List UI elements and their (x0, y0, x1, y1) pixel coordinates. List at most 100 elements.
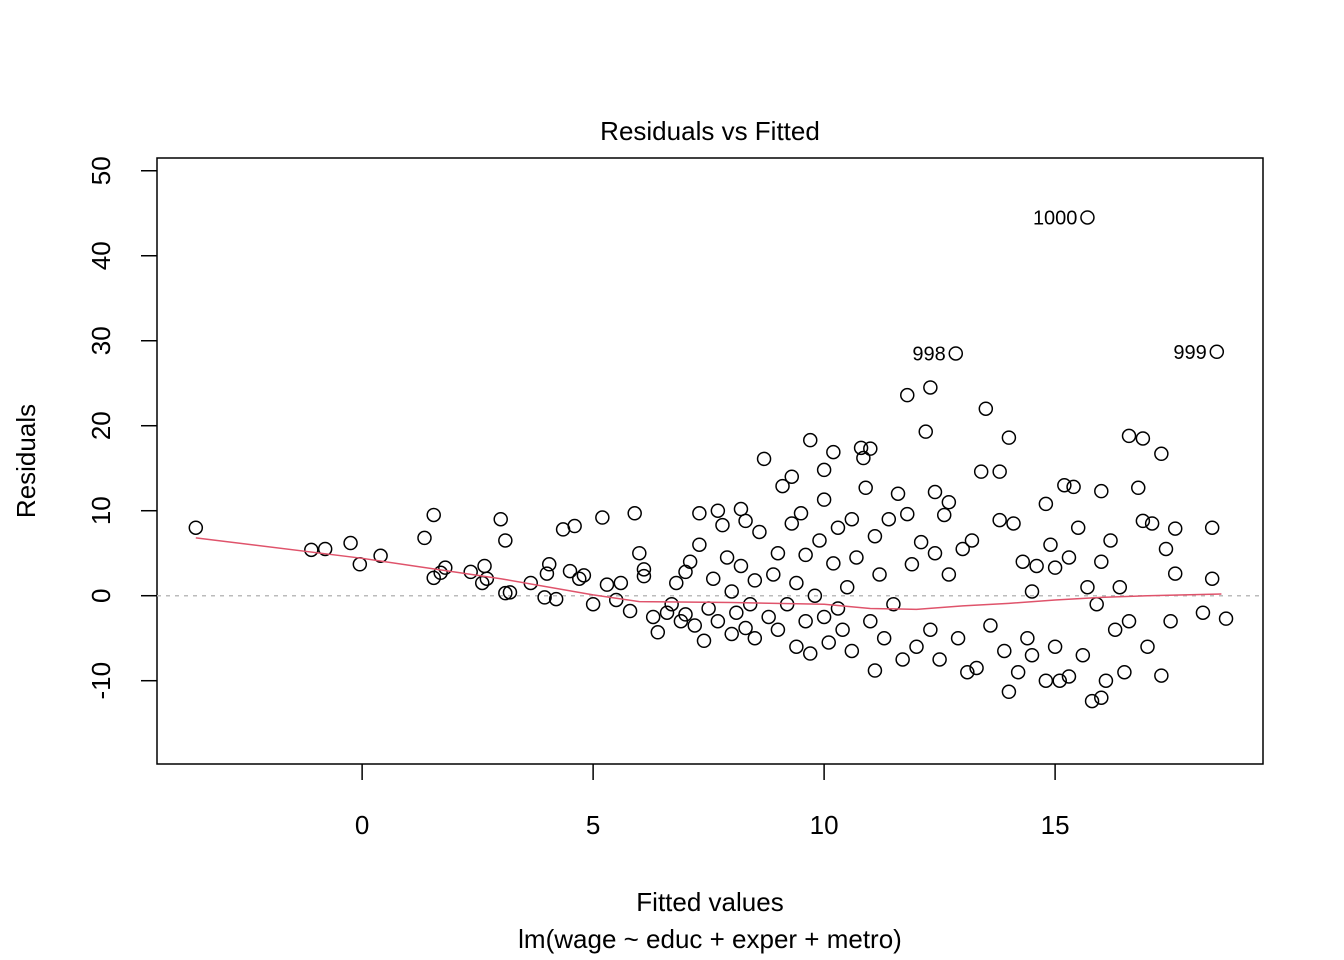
point (964, 533, 980, 548)
subtitle: lm(wage ~ educ + exper + metro) (518, 924, 902, 954)
point (886, 596, 901, 612)
point (710, 613, 726, 629)
point (701, 601, 716, 616)
point (576, 568, 592, 583)
point (373, 548, 388, 564)
point (477, 558, 492, 574)
point-label: 999 (1173, 342, 1206, 364)
point (1195, 605, 1211, 620)
point (904, 557, 920, 572)
chart-title: Residuals vs Fitted (600, 116, 820, 146)
point (1098, 673, 1114, 688)
point (317, 541, 333, 557)
point (955, 541, 970, 557)
point (1107, 622, 1123, 637)
point (770, 545, 786, 561)
point (789, 639, 804, 654)
point (863, 441, 878, 456)
point (1024, 584, 1040, 599)
point (1066, 479, 1081, 495)
point (417, 530, 432, 546)
y-tick-label: 10 (86, 496, 116, 525)
point (821, 635, 836, 650)
point (724, 626, 739, 642)
point (562, 563, 578, 579)
point (992, 512, 1007, 528)
point (798, 613, 813, 629)
point (738, 513, 753, 529)
point (784, 516, 800, 531)
point (1204, 571, 1220, 586)
point (632, 545, 647, 561)
point (1167, 521, 1183, 536)
point (775, 478, 790, 494)
point (1047, 639, 1063, 654)
y-tick-label: 40 (86, 241, 116, 270)
point (729, 605, 744, 620)
point (696, 633, 712, 649)
y-tick-label: 0 (86, 588, 116, 602)
point (1020, 630, 1035, 646)
point (941, 567, 957, 582)
point (1103, 533, 1118, 548)
point (1029, 558, 1044, 574)
point (493, 511, 508, 527)
point (343, 535, 358, 551)
y-axis-label: Residuals (11, 404, 41, 518)
point (687, 618, 703, 633)
point (835, 622, 850, 637)
point (1094, 483, 1109, 499)
point (770, 622, 786, 637)
point (1047, 560, 1063, 575)
point (537, 590, 552, 605)
point (747, 573, 763, 588)
point (900, 506, 915, 522)
point (849, 550, 864, 565)
point (636, 562, 652, 577)
point (659, 605, 675, 620)
point (830, 601, 846, 616)
point (941, 494, 957, 510)
point (664, 596, 679, 612)
x-tick-label: 0 (355, 810, 369, 840)
point (881, 511, 897, 527)
point (1167, 566, 1183, 581)
point (1117, 664, 1132, 680)
y-tick-label: 50 (86, 156, 116, 185)
point-label: 1000 (1033, 207, 1078, 229)
point (710, 503, 726, 518)
point (733, 558, 749, 574)
point (1024, 647, 1040, 663)
point (1043, 537, 1058, 552)
point (724, 584, 739, 599)
point (548, 591, 564, 607)
point (595, 510, 610, 525)
point (927, 484, 943, 500)
y-tick-label: 30 (86, 326, 116, 355)
point (1154, 668, 1169, 683)
point (1131, 480, 1146, 496)
point (1070, 520, 1086, 535)
point (812, 533, 827, 548)
point (636, 568, 652, 584)
point (784, 469, 800, 484)
point-label: 998 (912, 343, 945, 365)
point (541, 557, 557, 572)
point (969, 660, 984, 676)
point (766, 567, 781, 582)
point (498, 533, 513, 548)
point (1052, 673, 1067, 688)
point (599, 577, 615, 592)
point (803, 432, 818, 448)
point (1121, 613, 1137, 629)
point (692, 537, 707, 552)
point (188, 520, 204, 535)
point (992, 464, 1007, 479)
point (948, 346, 964, 361)
point (1154, 446, 1169, 462)
point (1144, 516, 1160, 531)
point (913, 534, 929, 550)
point (742, 596, 758, 612)
point (426, 507, 441, 523)
